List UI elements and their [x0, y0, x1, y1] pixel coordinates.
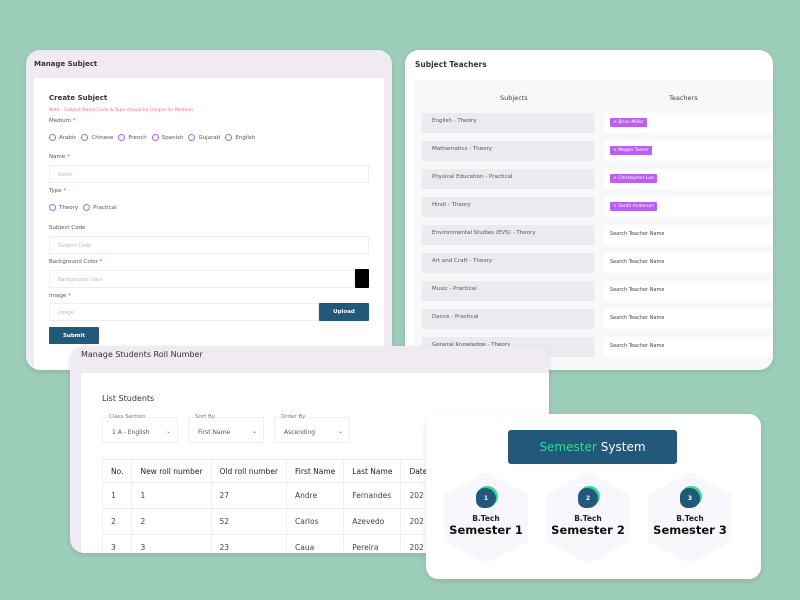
image-input[interactable]: Image [49, 303, 319, 321]
number-badge: 2 [578, 488, 598, 508]
semester-item[interactable]: 3 B.Tech Semester 3 [648, 472, 732, 564]
teacher-chip[interactable]: × Christopher Lee [610, 174, 657, 183]
class-section-select[interactable]: Class Section 1 A - English ⌄ [102, 414, 178, 443]
chevron-down-icon: ⌄ [251, 428, 257, 435]
teacher-select[interactable]: × Brian Miller [604, 113, 773, 133]
teacher-search-placeholder: Search Teacher Name [610, 259, 665, 265]
name-label: Name * [49, 154, 70, 160]
teacher-select[interactable]: × Christopher Lee [604, 169, 773, 189]
teacher-select[interactable]: Search Teacher Name [604, 225, 773, 245]
table-cell: 1 [131, 482, 212, 509]
teacher-select[interactable]: Search Teacher Name [604, 337, 773, 357]
panel-title: Manage Subject [34, 60, 98, 68]
subject-cell: Environmental Studies (EVS) - Theory [422, 225, 594, 245]
name-input[interactable]: Name [49, 165, 369, 183]
image-label: Image * [49, 293, 71, 299]
table-cell: Fernandes [343, 482, 402, 509]
create-subject-card: Create Subject Note : Subject Name,Code … [34, 78, 384, 370]
table-cell: Pereira [343, 534, 402, 553]
col-old-roll: Old roll number [210, 459, 288, 483]
color-picker-swatch[interactable] [355, 269, 369, 288]
subject-cell: Dance - Practical [422, 309, 594, 329]
panel-title: Manage Students Roll Number [81, 350, 203, 359]
teachers-header: Teachers [669, 94, 698, 102]
chevron-down-icon: ⌄ [337, 428, 343, 435]
teacher-search-placeholder: Search Teacher Name [610, 231, 665, 237]
teacher-search-placeholder: Search Teacher Name [610, 315, 665, 321]
table-cell: Caua [285, 534, 345, 553]
type-radios: Theory Practical [49, 204, 117, 211]
submit-button[interactable]: Submit [49, 327, 99, 344]
semester-item[interactable]: 2 B.Tech Semester 2 [546, 472, 630, 564]
teacher-select[interactable]: Search Teacher Name [604, 253, 773, 273]
order-by-select[interactable]: Order By Ascending ⌄ [274, 414, 350, 443]
table-cell: 52 [210, 508, 288, 535]
teacher-search-placeholder: Search Teacher Name [610, 287, 665, 293]
semester-title-banner: Semester System [508, 430, 677, 464]
bg-color-input[interactable]: Background Color [49, 270, 355, 288]
teacher-chip[interactable]: × Megan Turner [610, 146, 652, 155]
teacher-select[interactable]: Search Teacher Name [604, 309, 773, 329]
teacher-select[interactable]: Search Teacher Name [604, 281, 773, 301]
radio-spanish[interactable]: Spanish [151, 134, 183, 141]
col-no: No. [101, 459, 133, 483]
semester-item[interactable]: 1 B.Tech Semester 1 [444, 472, 528, 564]
table-cell: 1 [101, 482, 133, 509]
panel-title: Subject Teachers [415, 60, 487, 69]
upload-button[interactable]: Upload [319, 303, 369, 321]
subject-cell: Hindi - Theory [422, 197, 594, 217]
table-cell: 23 [210, 534, 288, 553]
radio-chinese[interactable]: Chinese [81, 134, 113, 141]
table-cell: Azevedo [343, 508, 402, 535]
table-cell: 2 [131, 508, 212, 535]
radio-theory[interactable]: Theory [49, 204, 78, 211]
radio-french[interactable]: French [118, 134, 147, 141]
number-badge: 1 [476, 488, 496, 508]
col-last-name: Last Name [343, 459, 402, 483]
table-cell: 3 [101, 534, 133, 553]
chevron-down-icon: ⌄ [165, 428, 171, 435]
col-first-name: First Name [285, 459, 345, 483]
code-label: Subject Code [49, 225, 86, 231]
subject-cell: Art and Craft - Theory [422, 253, 594, 273]
subject-cell: Physical Education - Practical [422, 169, 594, 189]
teacher-chip[interactable]: × Sarah Anderson [610, 202, 658, 211]
table-cell: 27 [210, 482, 288, 509]
radio-english[interactable]: English [225, 134, 255, 141]
students-table: No. New roll number Old roll number Firs… [101, 459, 437, 553]
table-cell: 3 [131, 534, 212, 553]
table-cell: Andre [285, 482, 345, 509]
subjects-header: Subjects [500, 94, 528, 102]
table-row: 2 2 52 Carlos Azevedo 202 [101, 508, 437, 535]
medium-label: Medium * [49, 118, 76, 124]
subject-code-input[interactable]: Subject Code [49, 236, 369, 254]
teacher-select[interactable]: × Megan Turner [604, 141, 773, 161]
medium-radios: Arabic Chinese French Spanish Gujarati E… [49, 134, 255, 141]
subject-cell: Music - Practical [422, 281, 594, 301]
subject-cell: Mathematics - Theory [422, 141, 594, 161]
radio-gujarati[interactable]: Gujarati [188, 134, 220, 141]
semester-system-card: Semester System 1 B.Tech Semester 1 2 B.Tech… [426, 414, 761, 579]
table-header-row: No. New roll number Old roll number Firs… [101, 459, 437, 483]
table-row: 3 3 23 Caua Pereira 202 [101, 534, 437, 553]
radio-arabic[interactable]: Arabic [49, 134, 76, 141]
bg-color-label: Background Color * [49, 259, 103, 265]
teacher-search-placeholder: Search Teacher Name [610, 343, 665, 349]
sort-by-select[interactable]: Sort By First Name ⌄ [188, 414, 264, 443]
type-label: Type * [49, 188, 67, 194]
col-new-roll: New roll number [131, 459, 212, 483]
table-cell: 2 [101, 508, 133, 535]
table-cell: Carlos [285, 508, 345, 535]
teacher-select[interactable]: × Sarah Anderson [604, 197, 773, 217]
number-badge: 3 [680, 488, 700, 508]
subject-cell: English - Theory [422, 113, 594, 133]
teacher-chip[interactable]: × Brian Miller [610, 118, 647, 127]
subject-teachers-panel: Subject Teachers Subjects Teachers Engli… [405, 50, 773, 370]
manage-subject-panel: Manage Subject Create Subject Note : Sub… [26, 50, 392, 370]
note-text: Note : Subject Name,Code & Type should b… [49, 108, 193, 113]
table-row: 1 1 27 Andre Fernandes 202 [101, 482, 437, 509]
card-title: Create Subject [49, 94, 108, 102]
radio-practical[interactable]: Practical [83, 204, 117, 211]
card-title: List Students [102, 394, 155, 403]
